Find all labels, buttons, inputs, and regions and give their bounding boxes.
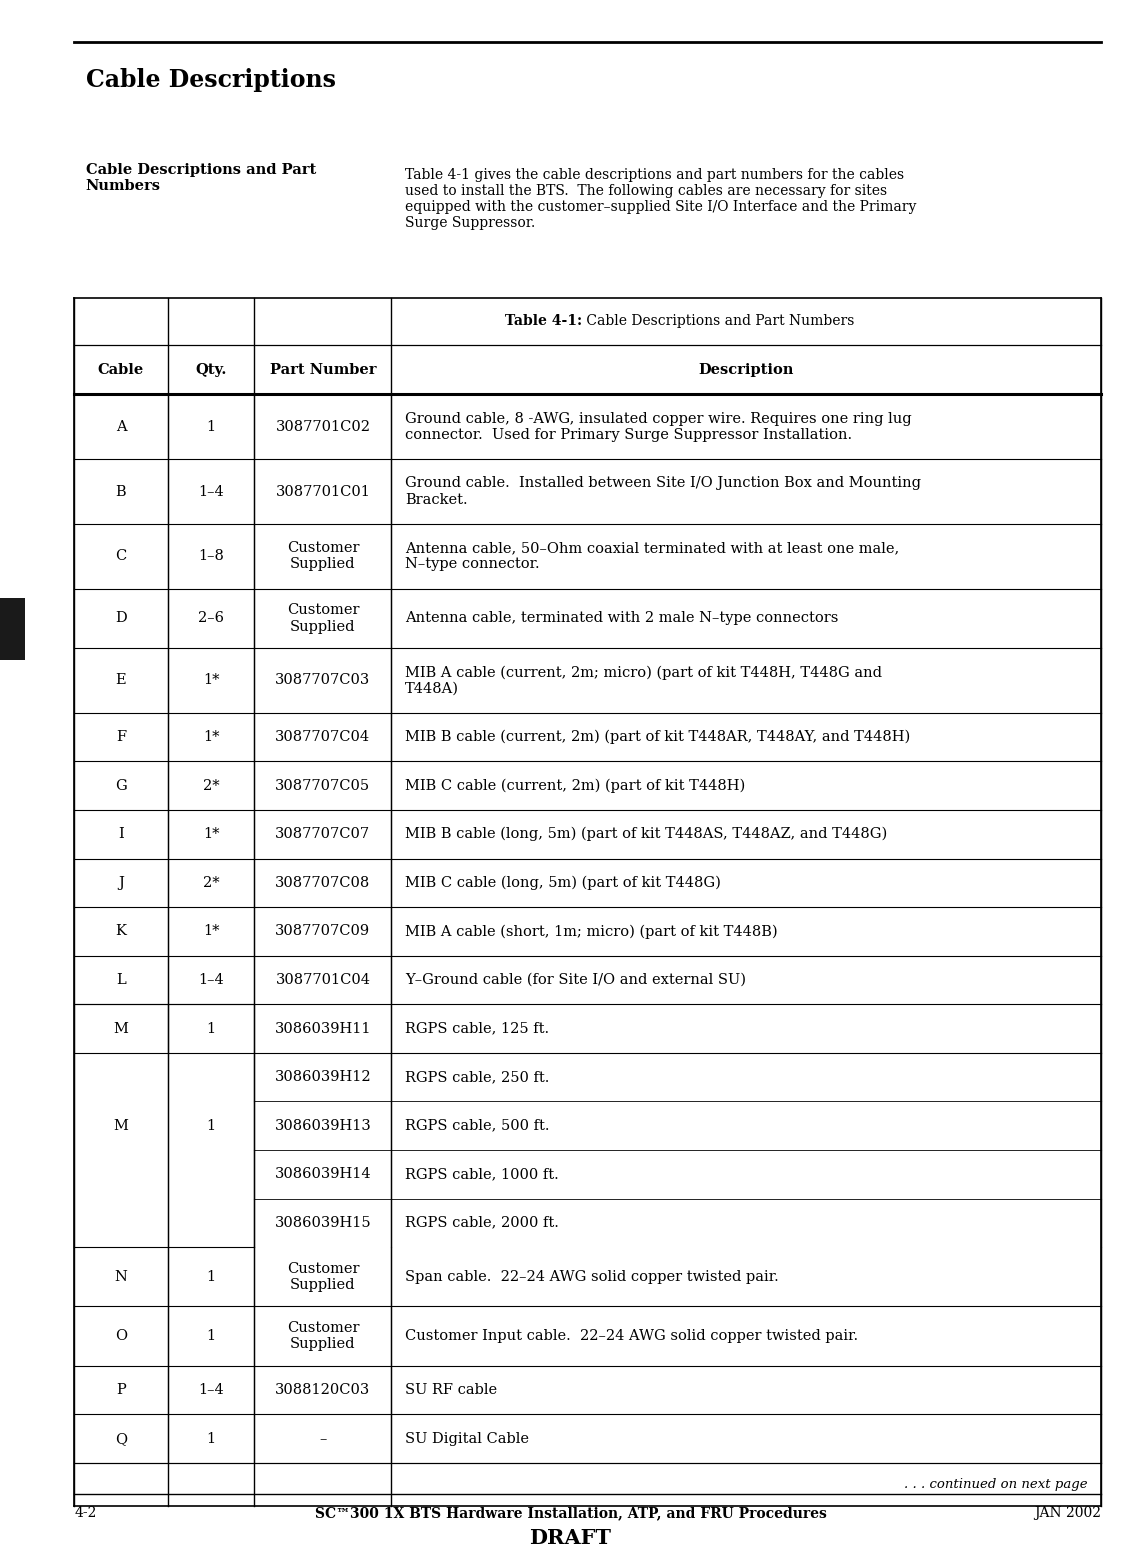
Text: JAN 2002: JAN 2002 (1034, 1506, 1101, 1520)
Text: Q: Q (115, 1432, 127, 1446)
Text: 4-2: 4-2 (74, 1506, 97, 1520)
Text: J: J (118, 876, 124, 890)
Text: 3088120C03: 3088120C03 (275, 1384, 371, 1398)
Text: E: E (115, 674, 127, 688)
Text: Qty.: Qty. (195, 362, 227, 377)
Text: 1: 1 (207, 1118, 216, 1132)
Text: MIB B cable (long, 5m) (part of kit T448AS, T448AZ, and T448G): MIB B cable (long, 5m) (part of kit T448… (405, 828, 888, 842)
Text: 3087707C05: 3087707C05 (275, 778, 371, 792)
Text: 1–4: 1–4 (199, 1384, 224, 1398)
Text: 1*: 1* (203, 730, 219, 744)
Bar (0, 598, 25, 660)
Text: O: O (115, 1329, 127, 1343)
Text: DRAFT: DRAFT (529, 1528, 612, 1548)
Text: 1: 1 (207, 419, 216, 433)
Text: Span cable.  22–24 AWG solid copper twisted pair.: Span cable. 22–24 AWG solid copper twist… (405, 1270, 779, 1284)
Text: P: P (116, 1384, 126, 1398)
Text: 4: 4 (7, 621, 18, 637)
Text: Customer
Supplied: Customer Supplied (286, 1261, 359, 1292)
Text: I: I (118, 828, 124, 842)
Text: 3087707C09: 3087707C09 (275, 924, 371, 938)
Text: 3087701C04: 3087701C04 (275, 974, 371, 988)
Text: MIB A cable (short, 1m; micro) (part of kit T448B): MIB A cable (short, 1m; micro) (part of … (405, 924, 778, 938)
Text: 1: 1 (207, 1432, 216, 1446)
Text: 1: 1 (207, 1329, 216, 1343)
Text: Customer
Supplied: Customer Supplied (286, 542, 359, 572)
Text: Part Number: Part Number (269, 362, 377, 377)
Text: Antenna cable, terminated with 2 male N–type connectors: Antenna cable, terminated with 2 male N–… (405, 612, 839, 626)
Text: Cable Descriptions and Part Numbers: Cable Descriptions and Part Numbers (582, 314, 855, 329)
Text: MIB C cable (long, 5m) (part of kit T448G): MIB C cable (long, 5m) (part of kit T448… (405, 876, 721, 890)
Text: 1–4: 1–4 (199, 485, 224, 499)
Text: B: B (115, 485, 127, 499)
Text: L: L (116, 974, 126, 988)
Text: Description: Description (698, 362, 794, 377)
Text: Ground cable, 8 -AWG, insulated copper wire. Requires one ring lug
connector.  U: Ground cable, 8 -AWG, insulated copper w… (405, 412, 912, 443)
Text: Customer
Supplied: Customer Supplied (286, 1322, 359, 1351)
Text: A: A (115, 419, 127, 433)
Text: 3086039H12: 3086039H12 (275, 1070, 371, 1084)
Text: Ground cable.  Installed between Site I/O Junction Box and Mounting
Bracket.: Ground cable. Installed between Site I/O… (405, 477, 921, 506)
Text: G: G (115, 778, 127, 792)
Text: MIB B cable (current, 2m) (part of kit T448AR, T448AY, and T448H): MIB B cable (current, 2m) (part of kit T… (405, 730, 911, 744)
Text: Y–Ground cable (for Site I/O and external SU): Y–Ground cable (for Site I/O and externa… (405, 974, 746, 988)
Text: SU RF cable: SU RF cable (405, 1384, 497, 1398)
Text: Antenna cable, 50–Ohm coaxial terminated with at least one male,
N–type connecto: Antenna cable, 50–Ohm coaxial terminated… (405, 542, 899, 572)
Text: 3087707C08: 3087707C08 (275, 876, 371, 890)
Text: Cable Descriptions and Part
Numbers: Cable Descriptions and Part Numbers (86, 163, 316, 193)
Text: Customer
Supplied: Customer Supplied (286, 603, 359, 634)
Text: 2*: 2* (203, 876, 219, 890)
Text: –: – (319, 1432, 326, 1446)
Text: RGPS cable, 1000 ft.: RGPS cable, 1000 ft. (405, 1168, 559, 1182)
Text: Table 4-1:: Table 4-1: (504, 314, 582, 329)
Text: Table 4-1 gives the cable descriptions and part numbers for the cables
used to i: Table 4-1 gives the cable descriptions a… (405, 168, 916, 230)
Text: RGPS cable, 250 ft.: RGPS cable, 250 ft. (405, 1070, 550, 1084)
Text: MIB C cable (current, 2m) (part of kit T448H): MIB C cable (current, 2m) (part of kit T… (405, 778, 745, 794)
Text: 3087707C04: 3087707C04 (275, 730, 371, 744)
Text: 1*: 1* (203, 828, 219, 842)
Text: M: M (113, 1118, 129, 1132)
Text: 3086039H14: 3086039H14 (275, 1168, 371, 1182)
Text: SU Digital Cable: SU Digital Cable (405, 1432, 529, 1446)
Text: F: F (116, 730, 126, 744)
Text: 1–4: 1–4 (199, 974, 224, 988)
Text: 3087701C02: 3087701C02 (275, 419, 371, 433)
Text: 3086039H13: 3086039H13 (275, 1118, 371, 1132)
Text: C: C (115, 550, 127, 564)
Text: D: D (115, 612, 127, 626)
Text: N: N (114, 1270, 128, 1284)
Text: RGPS cable, 125 ft.: RGPS cable, 125 ft. (405, 1022, 549, 1036)
Text: 1: 1 (207, 1022, 216, 1036)
Text: 3087707C03: 3087707C03 (275, 674, 371, 688)
Text: Cable: Cable (98, 362, 144, 377)
Text: Cable Descriptions: Cable Descriptions (86, 68, 335, 92)
Text: 1: 1 (207, 1270, 216, 1284)
Text: . . . continued on next page: . . . continued on next page (904, 1478, 1087, 1491)
Text: 2–6: 2–6 (199, 612, 224, 626)
Text: 3087707C07: 3087707C07 (275, 828, 371, 842)
Text: 3087701C01: 3087701C01 (275, 485, 371, 499)
Text: SC™300 1X BTS Hardware Installation, ATP, and FRU Procedures: SC™300 1X BTS Hardware Installation, ATP… (315, 1506, 826, 1520)
Text: 3086039H15: 3086039H15 (275, 1216, 371, 1230)
Text: 2*: 2* (203, 778, 219, 792)
Text: RGPS cable, 2000 ft.: RGPS cable, 2000 ft. (405, 1216, 559, 1230)
Text: M: M (113, 1022, 129, 1036)
Text: 3086039H11: 3086039H11 (275, 1022, 371, 1036)
Text: 1–8: 1–8 (199, 550, 224, 564)
Text: 1*: 1* (203, 924, 219, 938)
Text: 1*: 1* (203, 674, 219, 688)
Text: RGPS cable, 500 ft.: RGPS cable, 500 ft. (405, 1118, 550, 1132)
Text: Customer Input cable.  22–24 AWG solid copper twisted pair.: Customer Input cable. 22–24 AWG solid co… (405, 1329, 858, 1343)
Text: MIB A cable (current, 2m; micro) (part of kit T448H, T448G and
T448A): MIB A cable (current, 2m; micro) (part o… (405, 665, 882, 696)
Text: K: K (115, 924, 127, 938)
